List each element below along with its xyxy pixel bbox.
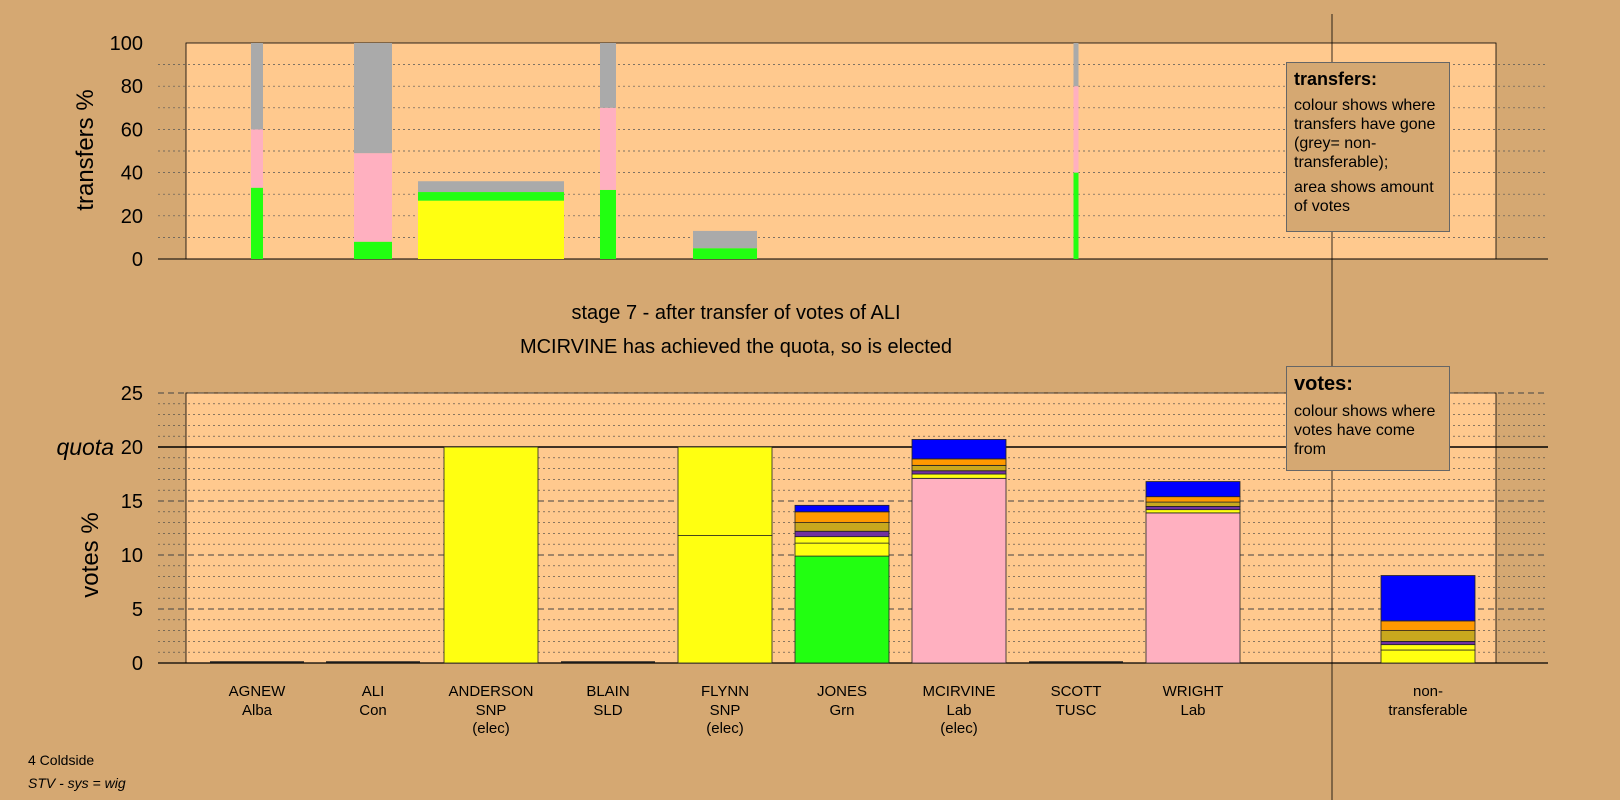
vote-bar-segment (1145, 512, 1241, 664)
candidate-party-label: Con (359, 702, 387, 719)
vote-bar-segment (911, 458, 1007, 466)
transfers-legend-title: transfers: (1294, 69, 1378, 89)
candidate-party-label: SLD (593, 702, 622, 719)
vote-bar-segment (1145, 501, 1241, 507)
ward-name: 4 Coldside (28, 752, 95, 768)
vote-bar-segment (911, 477, 1007, 664)
vote-bar-segment (911, 470, 1007, 475)
vote-bar-segment (1380, 620, 1476, 632)
candidate-party-label: Alba (242, 702, 273, 719)
transfer-bar-segment (600, 43, 616, 108)
transfer-bar-segment (1073, 172, 1079, 259)
candidate-name-label: AGNEW (229, 683, 287, 700)
vote-bar-segment (1145, 509, 1241, 514)
transfers-legend-text-area: area shows amount of votes (1294, 179, 1434, 215)
vote-bar-segment (1380, 575, 1476, 622)
votes-y-tick-label: 0 (132, 653, 143, 675)
transfers-y-tick-label: 0 (132, 249, 143, 271)
candidate-name-label: FLYNN (701, 683, 749, 700)
transfer-bar-segment (418, 192, 564, 201)
candidate-status-label: (elec) (472, 720, 510, 737)
candidate-name-label: ANDERSON (448, 683, 533, 700)
transfer-bar-segment (418, 200, 564, 259)
vote-bar-segment (677, 446, 773, 536)
votes-legend-text: colour shows where votes have come from (1294, 403, 1436, 458)
vote-bar-segment (1145, 481, 1241, 498)
votes-y-tick-label: 10 (121, 545, 143, 567)
candidate-party-label: TUSC (1056, 702, 1097, 719)
vote-bar-segment (794, 536, 890, 544)
transfers-legend: transfers: colour shows where transfers … (1286, 62, 1450, 232)
candidate-status-label: (elec) (940, 720, 978, 737)
vote-bar-segment (911, 439, 1007, 460)
vote-bar-segment (794, 511, 890, 523)
transfer-bar-segment (354, 43, 392, 154)
transfer-bar-segment (251, 129, 263, 188)
vote-bar-segment (1380, 630, 1476, 642)
vote-bar-segment (1380, 641, 1476, 646)
candidate-status-label: (elec) (706, 720, 744, 737)
vote-bar-segment (794, 522, 890, 532)
candidate-name-label: SCOTT (1051, 683, 1102, 700)
vote-bar-segment (911, 473, 1007, 479)
candidate-party-label: SNP (476, 702, 507, 719)
stage-subtitle: MCIRVINE has achieved the quota, so is e… (520, 336, 952, 358)
transfers-y-tick-label: 20 (121, 206, 143, 228)
vote-bar-segment (794, 504, 890, 513)
vote-bar-segment (1145, 496, 1241, 503)
transfers-y-axis-label: transfers % (72, 89, 99, 210)
transfers-y-tick-label: 80 (121, 76, 143, 98)
vote-bar-segment (443, 446, 539, 664)
votes-y-axis-label: votes % (77, 512, 104, 597)
candidate-name-label: MCIRVINE (922, 683, 995, 700)
transfer-bar-segment (251, 43, 263, 130)
transfers-y-tick-label: 60 (121, 119, 143, 141)
system-label: STV - sys = wig (28, 775, 126, 791)
candidate-party-label: Lab (946, 702, 971, 719)
transfer-bar-segment (418, 181, 564, 193)
transfer-bar-segment (1073, 43, 1079, 87)
transfer-bar-segment (251, 187, 263, 259)
transfer-bar-segment (693, 248, 757, 259)
transfers-y-tick-label: 40 (121, 163, 143, 185)
votes-y-tick-label: 25 (121, 383, 143, 405)
vote-bar-segment (794, 555, 890, 664)
transfer-bar-segment (693, 230, 757, 249)
candidate-name-label: non- (1413, 683, 1443, 700)
candidate-party-label: Grn (829, 702, 854, 719)
vote-bar-segment (1145, 505, 1241, 511)
vote-bar-segment (794, 542, 890, 557)
stage-title: stage 7 - after transfer of votes of ALI (571, 302, 900, 324)
candidate-name-label: JONES (817, 683, 867, 700)
votes-y-tick-label: 15 (121, 491, 143, 513)
votes-legend: votes: colour shows where votes have com… (1286, 366, 1450, 471)
quota-label: quota (56, 434, 114, 460)
transfer-bar-segment (354, 153, 392, 242)
candidate-name-label: WRIGHT (1163, 683, 1224, 700)
transfer-bar-segment (354, 241, 392, 259)
vote-bar-segment (1380, 649, 1476, 664)
vote-bar-segment (677, 535, 773, 664)
votes-y-tick-label: 5 (132, 599, 143, 621)
candidate-party-label: Lab (1180, 702, 1205, 719)
transfers-legend-text: colour shows where transfers have gone (… (1294, 97, 1436, 171)
votes-legend-title: votes: (1294, 373, 1353, 395)
vote-bar-segment (911, 464, 1007, 472)
candidate-name-label: ALI (362, 683, 385, 700)
transfers-y-tick-label: 100 (110, 33, 143, 55)
transfer-bar-segment (600, 189, 616, 259)
candidate-party-label: transferable (1388, 702, 1467, 719)
transfer-bar-segment (600, 107, 616, 190)
vote-bar-segment (1380, 644, 1476, 651)
vote-bar-segment (794, 530, 890, 538)
transfer-bar-segment (1073, 86, 1079, 173)
candidate-name-label: BLAIN (586, 683, 629, 700)
candidate-party-label: SNP (710, 702, 741, 719)
votes-y-tick-label: 20 (121, 437, 143, 459)
